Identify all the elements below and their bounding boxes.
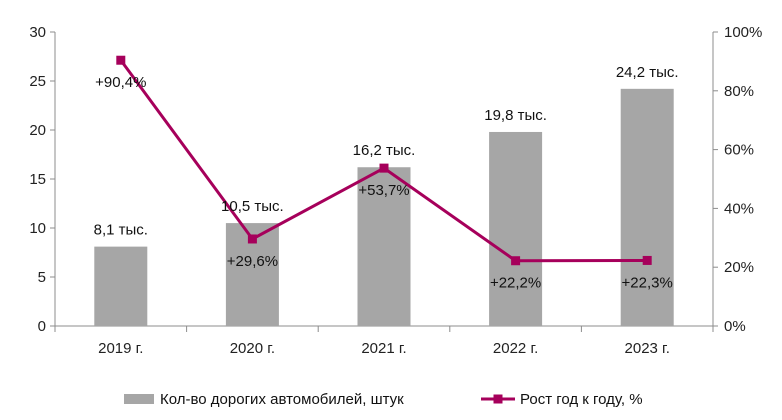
line-point xyxy=(642,255,652,265)
left-tick-label: 5 xyxy=(38,269,46,286)
left-tick-label: 0 xyxy=(38,318,46,335)
bar-series xyxy=(94,88,674,326)
bar-value-label: 24,2 тыс. xyxy=(616,64,679,81)
legend-swatch-bars xyxy=(124,394,154,404)
right-tick-label: 60% xyxy=(724,142,754,159)
line-point xyxy=(379,163,389,173)
line-value-label: +53,7% xyxy=(358,182,409,199)
x-tick-label: 2020 г. xyxy=(230,340,275,357)
left-tick-label: 10 xyxy=(29,220,46,237)
left-tick-label: 25 xyxy=(29,73,46,90)
bar xyxy=(620,88,674,326)
bar-value-label: 8,1 тыс. xyxy=(94,222,148,239)
bar xyxy=(357,167,411,326)
right-tick-label: 20% xyxy=(724,259,754,276)
right-tick-label: 100% xyxy=(724,24,762,41)
line-value-label: +22,2% xyxy=(490,275,541,292)
bar-value-label: 10,5 тыс. xyxy=(221,198,284,215)
line-value-label: +90,4% xyxy=(95,74,146,91)
line-value-label: +29,6% xyxy=(227,253,278,270)
bar-value-label: 19,8 тыс. xyxy=(484,107,547,124)
line-value-label: +22,3% xyxy=(622,274,673,291)
line-series xyxy=(116,55,652,266)
right-tick-label: 40% xyxy=(724,200,754,217)
bar xyxy=(94,246,148,326)
x-tick-label: 2022 г. xyxy=(493,340,538,357)
legend: Кол-во дорогих автомобилей, штук Рост год… xyxy=(124,391,643,408)
left-tick-label: 20 xyxy=(29,122,46,139)
legend-label-line: Рост год к году, % xyxy=(520,391,643,408)
x-tick-label: 2023 г. xyxy=(625,340,670,357)
left-tick-label: 30 xyxy=(29,24,46,41)
data-labels: 8,1 тыс. 10,5 тыс. 16,2 тыс. 19,8 тыс. 24,2 … xyxy=(94,64,679,292)
left-tick-label: 15 xyxy=(29,171,46,188)
line-point xyxy=(511,256,521,266)
right-tick-label: 0% xyxy=(724,318,746,335)
bar-value-label: 16,2 тыс. xyxy=(353,142,416,159)
right-tick-label: 80% xyxy=(724,83,754,100)
x-axis: 2019 г. 2020 г. 2021 г. 2022 г. 2023 г. xyxy=(54,325,714,357)
left-y-axis: 0 5 10 15 20 25 30 xyxy=(29,24,56,335)
legend-marker-line xyxy=(493,394,503,404)
legend-label-bars: Кол-во дорогих автомобилей, штук xyxy=(160,391,404,408)
bar xyxy=(489,131,543,326)
x-tick-label: 2019 г. xyxy=(98,340,143,357)
x-tick-label: 2021 г. xyxy=(361,340,406,357)
line-point xyxy=(247,234,257,244)
right-y-axis: 0% 20% 40% 60% 80% 100% xyxy=(712,24,762,335)
line-point xyxy=(116,55,126,65)
